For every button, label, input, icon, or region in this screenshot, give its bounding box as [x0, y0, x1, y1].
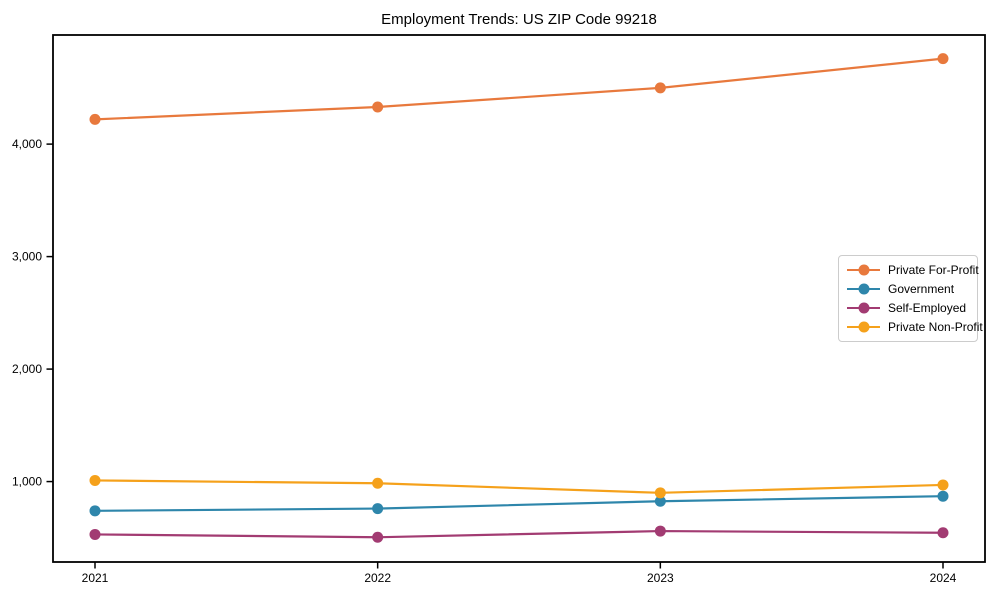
data-point-government-2023: [654, 495, 666, 507]
data-point-private-for-profit-2023: [654, 82, 666, 94]
x-axis-tick-label: 2021: [82, 571, 109, 585]
legend-item-government: Government: [847, 282, 969, 296]
data-point-self-employed-2024: [937, 527, 949, 539]
series-line-private-for-profit: [94, 57, 944, 121]
legend-label: Self-Employed: [888, 300, 967, 315]
data-point-self-employed-2022: [372, 531, 384, 543]
series-line-private-non-profit: [94, 479, 944, 494]
data-point-private-non-profit-2023: [654, 487, 666, 499]
data-point-private-non-profit-2024: [937, 479, 949, 491]
plot-box: [52, 34, 986, 563]
x-axis-tick-label: 2024: [930, 571, 957, 585]
legend-label: Private For-Profit: [888, 263, 979, 278]
data-point-private-for-profit-2021: [89, 113, 101, 125]
series-line-self-employed: [94, 529, 944, 539]
data-point-government-2024: [937, 490, 949, 502]
series-line-government: [94, 495, 944, 512]
chart-title: Employment Trends: US ZIP Code 99218: [381, 11, 657, 28]
data-point-government-2022: [372, 503, 384, 515]
data-point-private-for-profit-2024: [937, 53, 949, 65]
line-marker-icon: [847, 321, 880, 333]
legend-label: Private Non-Profit: [888, 319, 983, 334]
legend: Private For-Profit Government Self-Emplo…: [838, 255, 983, 342]
data-point-private-non-profit-2021: [89, 474, 101, 486]
legend-item-private-for-profit: Private For-Profit: [847, 263, 979, 277]
line-marker-icon: [847, 302, 880, 314]
y-axis-tick-label: 1,000: [12, 475, 42, 489]
data-point-private-for-profit-2022: [372, 101, 384, 113]
data-point-government-2021: [89, 505, 101, 517]
data-point-self-employed-2023: [654, 525, 666, 537]
data-point-self-employed-2021: [89, 528, 101, 540]
line-marker-icon: [847, 283, 880, 295]
legend-item-self-employed: Self-Employed: [847, 301, 969, 315]
y-axis-tick-label: 3,000: [12, 250, 42, 264]
y-axis-tick-label: 4,000: [12, 137, 42, 151]
line-marker-icon: [847, 264, 880, 276]
data-point-private-non-profit-2022: [372, 477, 384, 489]
x-axis-tick-label: 2023: [647, 571, 674, 585]
y-axis-tick-label: 2,000: [12, 362, 42, 376]
legend-item-private-non-profit: Private Non-Profit: [847, 320, 983, 334]
x-axis-tick-label: 2022: [364, 571, 391, 585]
legend-label: Government: [888, 282, 955, 297]
